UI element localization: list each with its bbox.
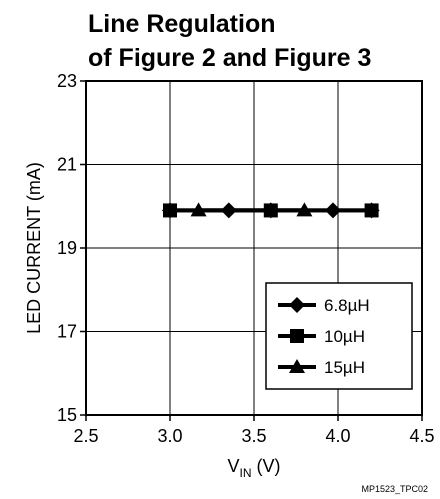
chart-title-line1: Line Regulation	[88, 10, 276, 38]
y-axis-label: LED CURRENT (mA)	[24, 162, 44, 334]
figure-code: MP1523_TPC02	[361, 484, 428, 494]
data-point-series-2	[263, 203, 278, 218]
legend-label-2: 10µH	[324, 327, 365, 346]
y-tick-label: 23	[57, 71, 77, 91]
x-tick-label: 4.5	[409, 426, 434, 446]
x-tick-label: 2.5	[73, 426, 98, 446]
x-axis-ticks: 2.5 3.0 3.5 4.0 4.5	[73, 415, 435, 446]
data-point-series-2	[163, 203, 177, 218]
chart-title-line2: of Figure 2 and Figure 3	[88, 44, 371, 72]
x-tick-label: 4.0	[325, 426, 350, 446]
y-tick-label: 21	[57, 155, 77, 175]
data-point-series-3	[296, 202, 313, 217]
x-axis-label: VIN (V)	[227, 456, 280, 480]
data-point-series-1	[220, 202, 237, 219]
legend-label-1: 6.8µH	[324, 296, 370, 315]
data-point-series-2	[364, 203, 379, 218]
y-tick-label: 17	[57, 322, 77, 342]
legend-marker-1	[289, 297, 305, 313]
legend: 6.8µH 10µH 15µH	[265, 282, 413, 390]
y-axis-ticks: 15 17 19 21 23	[57, 71, 86, 425]
data-point-series-1	[324, 202, 341, 219]
y-tick-label: 19	[57, 238, 77, 258]
legend-marker-2	[290, 329, 304, 343]
y-tick-label: 15	[57, 405, 77, 425]
data-point-series-3	[190, 202, 207, 217]
x-axis-label-unit: (V)	[252, 456, 281, 476]
legend-marker-3	[289, 359, 305, 373]
x-tick-label: 3.0	[157, 426, 182, 446]
series-group	[162, 202, 380, 219]
x-axis-label-main: V	[227, 456, 239, 476]
x-axis-label-subscript: IN	[240, 466, 252, 480]
legend-label-3: 15µH	[324, 358, 365, 377]
x-tick-label: 3.5	[241, 426, 266, 446]
